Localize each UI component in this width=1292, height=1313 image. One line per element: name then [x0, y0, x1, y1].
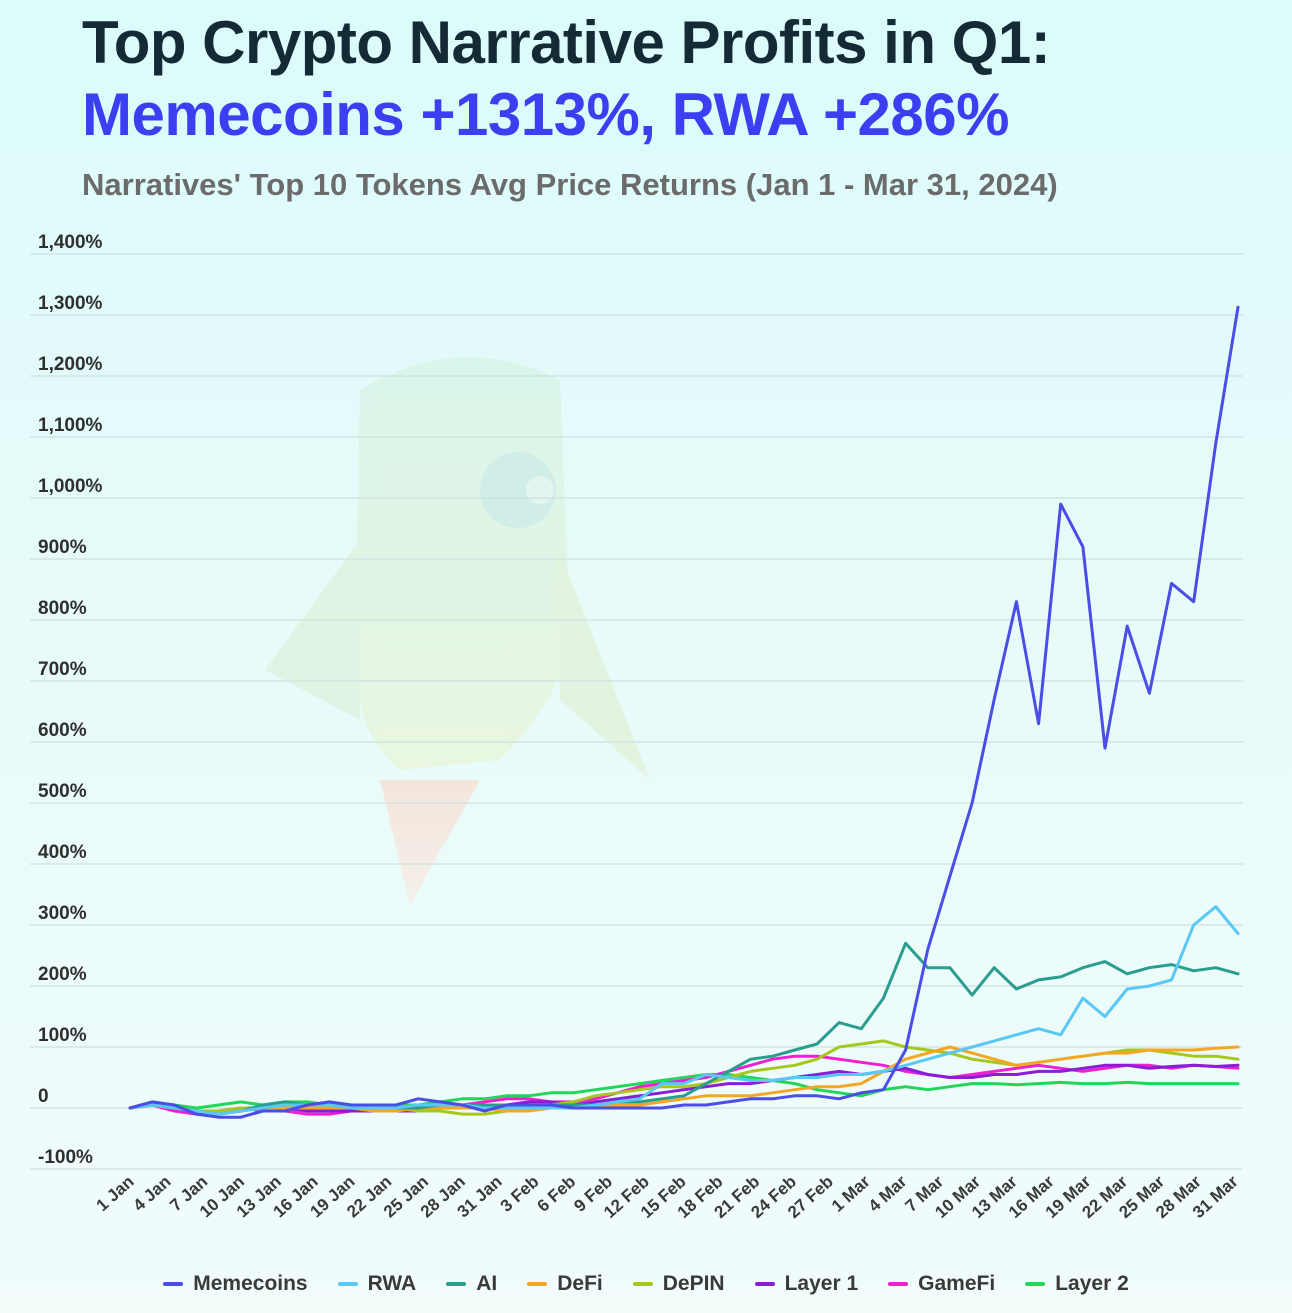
y-tick-label: 800%: [38, 598, 87, 619]
y-tick-label: 500%: [38, 781, 87, 802]
y-tick-label: 300%: [38, 903, 87, 924]
y-tick-label: 400%: [38, 842, 87, 863]
legend-item-layer-1: Layer 1: [754, 1272, 859, 1296]
series-line-defi: [128, 1045, 1240, 1116]
y-tick-label: 600%: [38, 720, 87, 741]
legend-label: RWA: [367, 1272, 417, 1295]
chart-title: Top Crypto Narrative Profits in Q1:: [82, 9, 1051, 76]
legend-item-layer-2: Layer 2: [1025, 1272, 1129, 1296]
x-tick-label: 1 Jan: [93, 1172, 138, 1215]
legend-label: DePIN: [662, 1272, 725, 1295]
y-tick-label: 1,000%: [38, 476, 103, 497]
legend-swatch: [888, 1282, 909, 1286]
legend-label: Layer 2: [1055, 1272, 1129, 1295]
y-tick-label: 900%: [38, 537, 87, 558]
legend-label: Memecoins: [193, 1272, 308, 1295]
legend-label: GameFi: [918, 1272, 996, 1295]
series-line-memecoins: [128, 305, 1240, 1119]
x-tick-label: 6 Feb: [534, 1172, 580, 1216]
legend-swatch: [632, 1282, 653, 1286]
x-tick-label: 4 Mar: [865, 1172, 911, 1216]
y-tick-label: 1,100%: [38, 415, 103, 436]
legend-item-defi: DeFi: [527, 1272, 603, 1296]
y-tick-label: -100%: [38, 1147, 93, 1168]
line-chart: -100% 0 100% 200% 300% 400% 500% 600% 700% 800% 90…: [30, 232, 1243, 1222]
y-tick-label: 0: [38, 1086, 49, 1107]
chart-legend: Memecoins RWA AI DeFi DePIN Layer 1 GameFi Laye…: [0, 1272, 1292, 1296]
y-tick-label: 100%: [38, 1025, 87, 1046]
x-tick-label: 4 Jan: [129, 1172, 174, 1215]
legend-swatch: [163, 1282, 184, 1286]
legend-item-ai: AI: [446, 1272, 497, 1296]
x-tick-label: 1 Mar: [828, 1172, 874, 1216]
chart-title-highlight: Memecoins +1313%, RWA +286%: [82, 81, 1010, 148]
y-tick-label: 1,300%: [38, 293, 103, 314]
legend-swatch: [1025, 1282, 1046, 1286]
legend-label: Layer 1: [784, 1272, 859, 1295]
legend-swatch: [754, 1282, 775, 1286]
series-line-gamefi: [128, 1054, 1240, 1116]
y-tick-label: 700%: [38, 659, 87, 680]
legend-item-rwa: RWA: [337, 1272, 417, 1296]
chart-subtitle: Narratives' Top 10 Tokens Avg Price Retu…: [82, 167, 1058, 202]
legend-item-depin: DePIN: [632, 1272, 725, 1296]
y-tick-label: 200%: [38, 964, 87, 985]
x-tick-label: 3 Feb: [497, 1172, 543, 1216]
legend-swatch: [337, 1282, 358, 1286]
legend-item-memecoins: Memecoins: [163, 1272, 308, 1296]
legend-swatch: [446, 1282, 467, 1286]
rocket-watermark-icon: [265, 357, 650, 905]
legend-item-gamefi: GameFi: [888, 1272, 995, 1296]
y-tick-label: 1,200%: [38, 354, 103, 375]
y-tick-label: 1,400%: [38, 232, 103, 253]
legend-label: DeFi: [557, 1272, 603, 1295]
series-line-layer-1: [128, 1063, 1240, 1116]
legend-label: AI: [476, 1272, 498, 1295]
legend-swatch: [527, 1282, 548, 1286]
